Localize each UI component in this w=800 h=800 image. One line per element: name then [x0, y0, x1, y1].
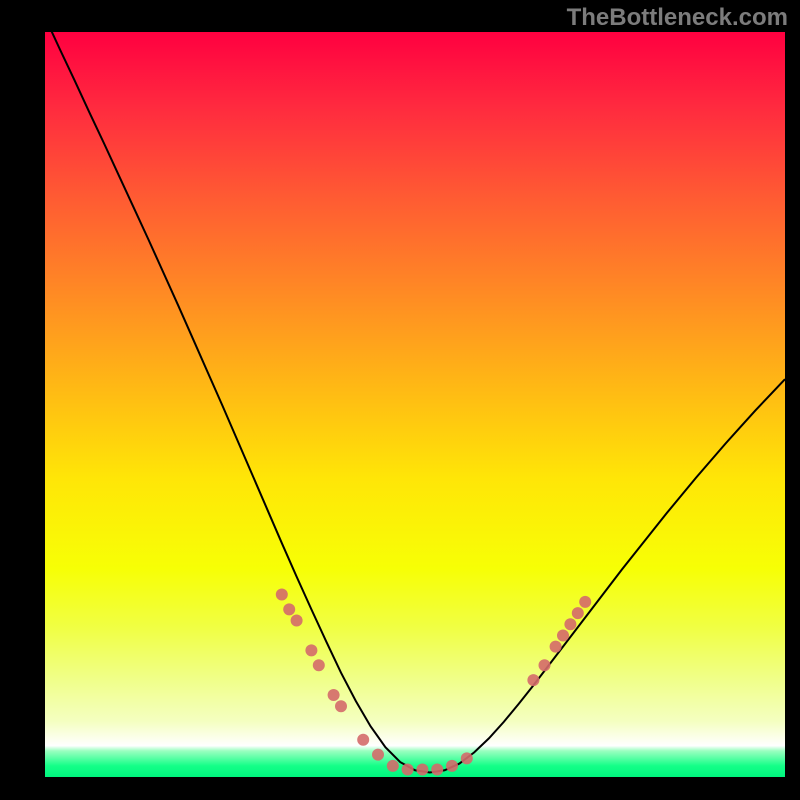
- marker-point: [387, 760, 399, 772]
- marker-point: [539, 659, 551, 671]
- marker-point: [416, 764, 428, 776]
- marker-point: [372, 749, 384, 761]
- marker-point: [402, 764, 414, 776]
- marker-point: [527, 674, 539, 686]
- marker-point: [431, 764, 443, 776]
- marker-point: [572, 607, 584, 619]
- marker-point: [283, 603, 295, 615]
- marker-point: [550, 641, 562, 653]
- marker-point: [313, 659, 325, 671]
- marker-point: [461, 752, 473, 764]
- marker-point: [579, 596, 591, 608]
- gradient-background: [45, 32, 785, 777]
- bottleneck-chart: [45, 32, 785, 777]
- marker-point: [557, 629, 569, 641]
- marker-point: [446, 760, 458, 772]
- marker-point: [291, 615, 303, 627]
- plot-area: [45, 32, 785, 777]
- marker-point: [328, 689, 340, 701]
- marker-point: [305, 644, 317, 656]
- marker-point: [335, 700, 347, 712]
- marker-point: [564, 618, 576, 630]
- marker-point: [357, 734, 369, 746]
- figure-root: TheBottleneck.com: [0, 0, 800, 800]
- marker-point: [276, 588, 288, 600]
- watermark-text: TheBottleneck.com: [567, 4, 788, 32]
